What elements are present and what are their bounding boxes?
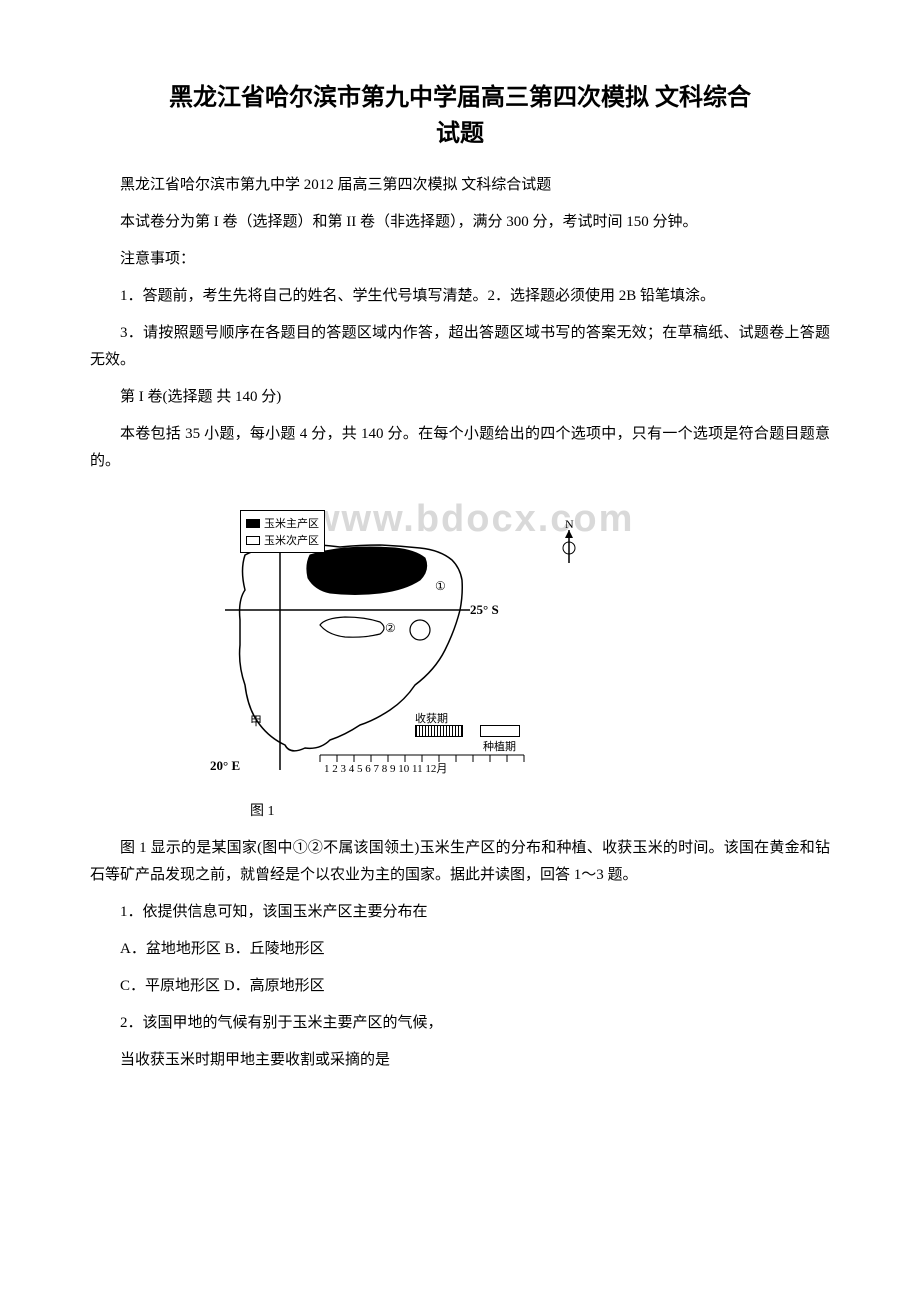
question-2: 2．该国甲地的气候有别于玉米主要产区的气候， — [90, 1010, 830, 1037]
month-axis-labels: 1 2 3 4 5 6 7 8 9 10 11 12月 — [324, 760, 447, 776]
legend-swatch-primary — [246, 519, 260, 528]
longitude-label: 20° E — [210, 758, 240, 774]
plant-period-bar — [480, 725, 520, 737]
paragraph-part1-desc: 本卷包括 35 小题，每小题 4 分，共 140 分。在每个小题给出的四个选项中… — [90, 421, 830, 475]
legend-swatch-secondary — [246, 536, 260, 545]
marker-1: ① — [435, 579, 446, 593]
question-2-cont: 当收获玉米时期甲地主要收割或采摘的是 — [90, 1047, 830, 1074]
question-1-options-cd: C．平原地形区 D．高原地形区 — [90, 973, 830, 1000]
figure-1: www.bdocx.com 玉米主产区 玉米次产区 N ① ② 甲 — [190, 490, 750, 820]
marker-2: ② — [385, 621, 396, 635]
harvest-label: 收获期 — [415, 710, 448, 726]
plant-label: 种植期 — [483, 738, 516, 754]
question-1-options-ab: A．盆地地形区 B．丘陵地形区 — [90, 936, 830, 963]
harvest-period-bar — [415, 725, 463, 737]
legend-label-primary: 玉米主产区 — [264, 515, 319, 531]
title-line-1: 黑龙江省哈尔滨市第九中学届高三第四次模拟 文科综合 — [169, 85, 751, 111]
paragraph-notice-3: 3．请按照题号顺序在各题目的答题区域内作答，超出答题区域书写的答案无效；在草稿纸… — [90, 320, 830, 374]
legend-label-secondary: 玉米次产区 — [264, 532, 319, 548]
title-line-2: 试题 — [436, 121, 484, 147]
figure-caption: 图 1 — [250, 800, 275, 820]
latitude-label: 25° S — [470, 602, 499, 618]
paragraph-figure-desc: 图 1 显示的是某国家(图中①②不属该国领土)玉米生产区的分布和种植、收获玉米的… — [90, 835, 830, 889]
question-1: 1．依提供信息可知，该国玉米产区主要分布在 — [90, 899, 830, 926]
paragraph-notice-heading: 注意事项： — [90, 246, 830, 273]
paragraph-structure: 本试卷分为第 I 卷（选择题）和第 II 卷（非选择题），满分 300 分，考试… — [90, 209, 830, 236]
paragraph-source: 黑龙江省哈尔滨市第九中学 2012 届高三第四次模拟 文科综合试题 — [90, 172, 830, 199]
compass-icon: N — [558, 518, 580, 568]
paragraph-notice-1: 1．答题前，考生先将自己的姓名、学生代号填写清楚。2．选择题必须使用 2B 铅笔… — [90, 283, 830, 310]
legend-box: 玉米主产区 玉米次产区 — [240, 510, 325, 553]
marker-jia: 甲 — [250, 714, 262, 728]
paragraph-part1-heading: 第 I 卷(选择题 共 140 分) — [90, 384, 830, 411]
compass-n-label: N — [565, 518, 574, 531]
